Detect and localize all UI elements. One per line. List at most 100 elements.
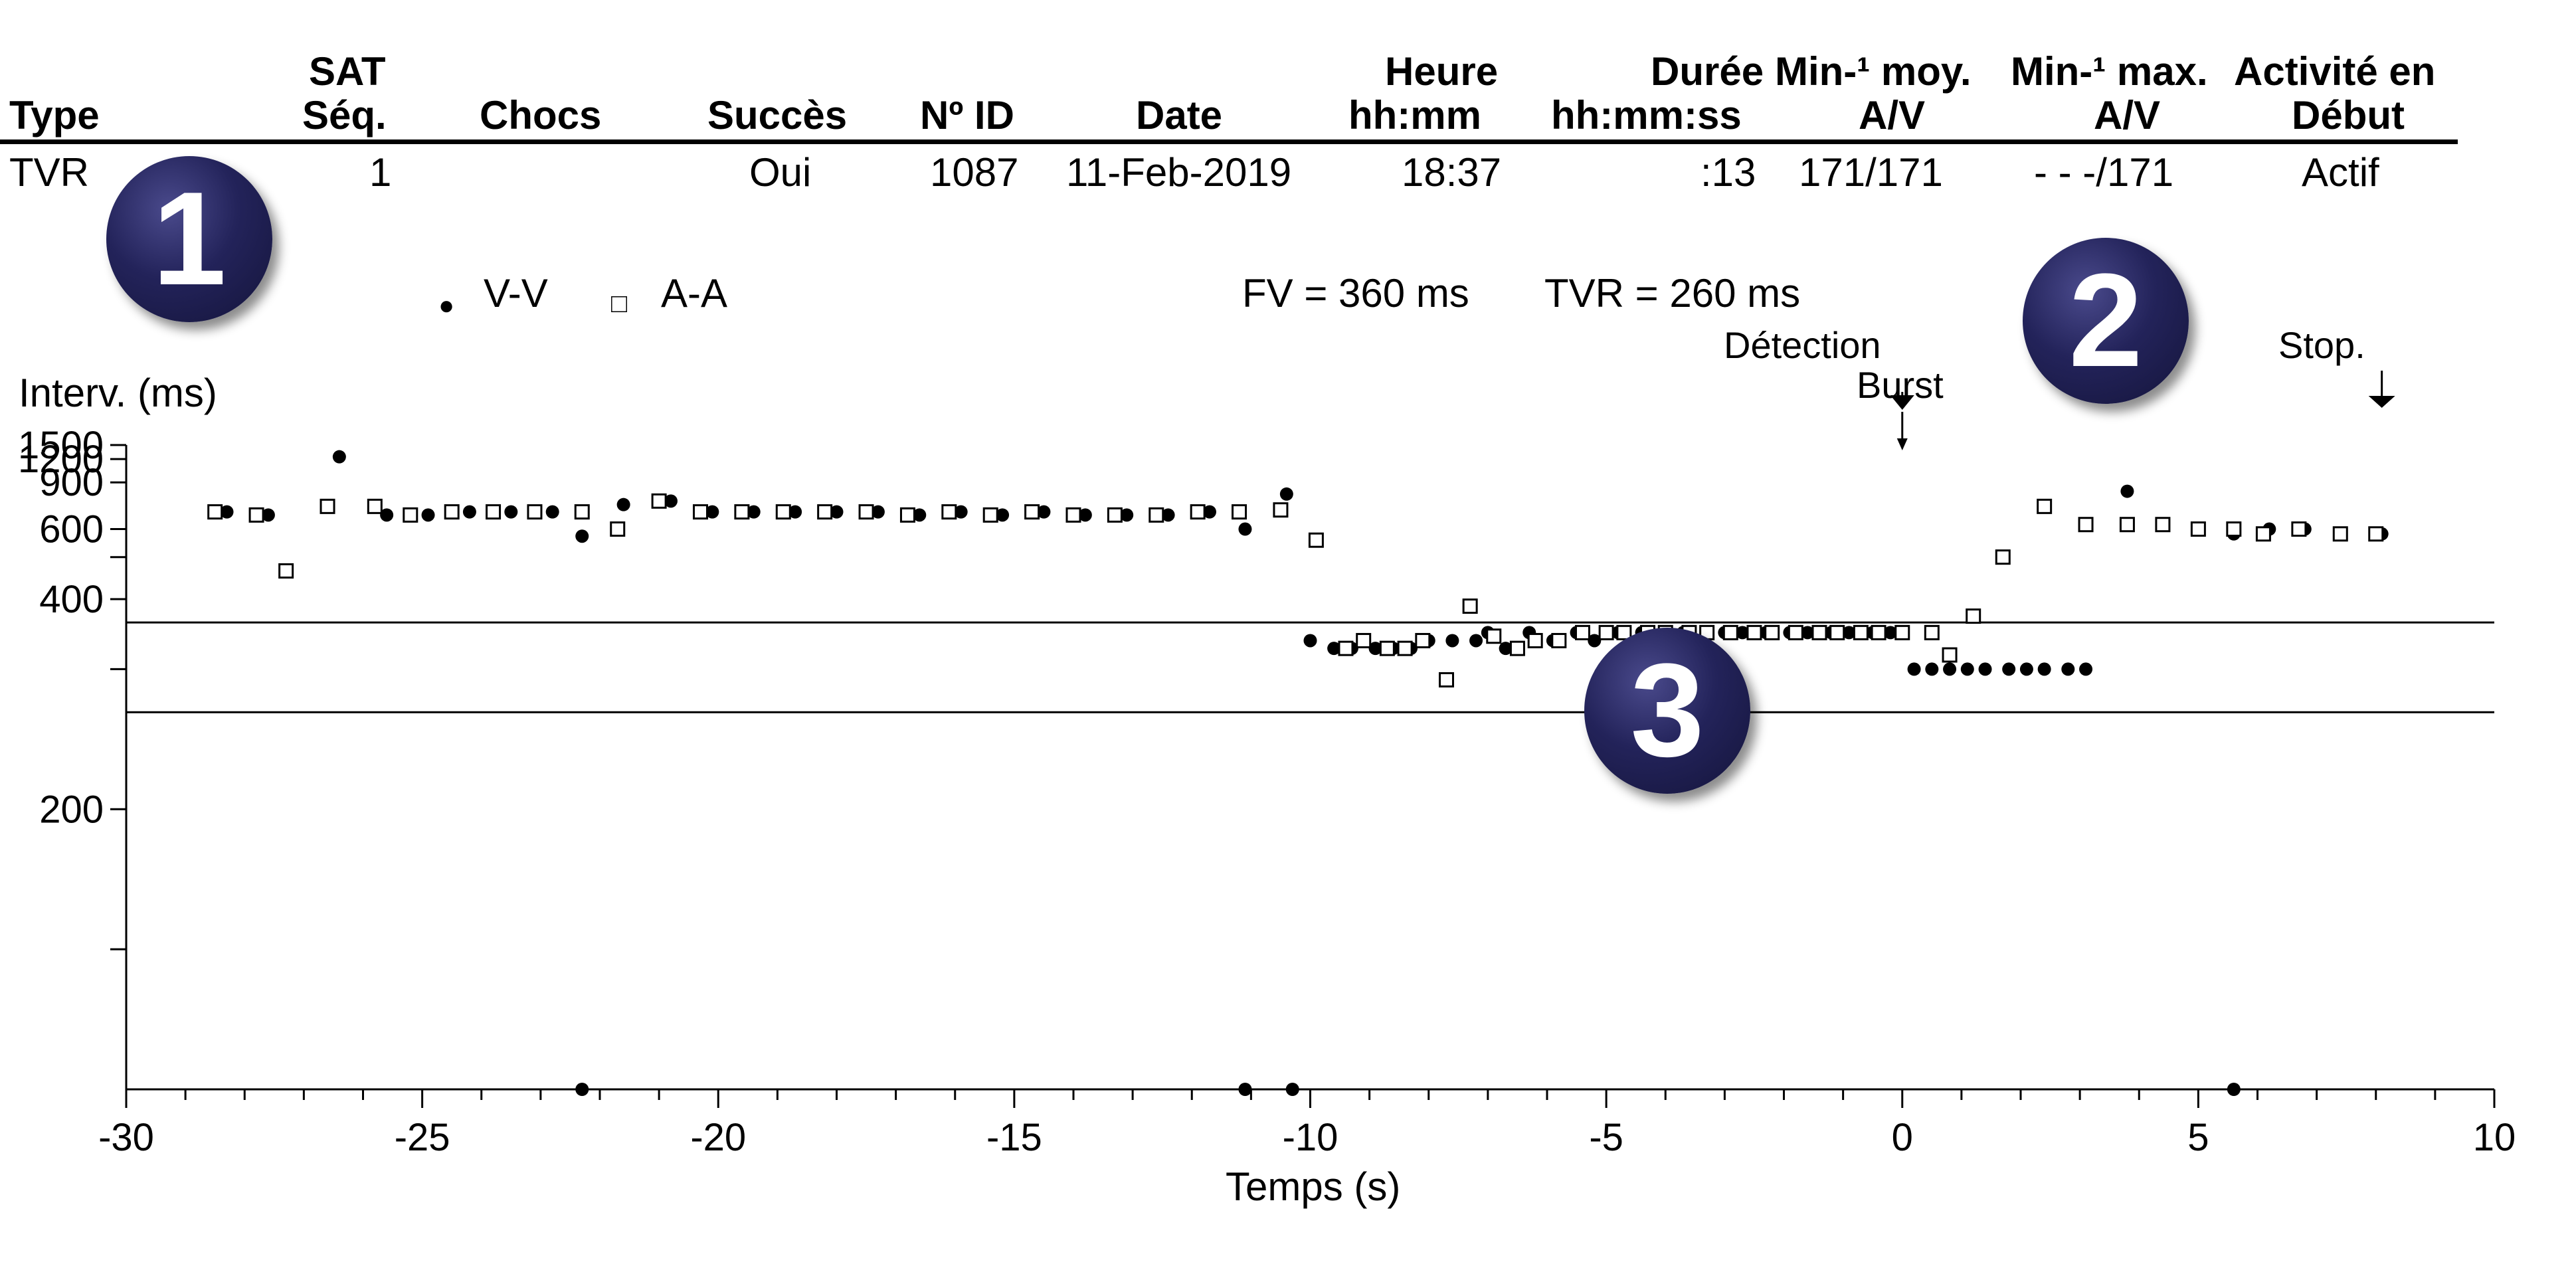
x-tick-label: -5 — [1589, 1116, 1623, 1159]
aa-point — [278, 563, 294, 579]
y-tick-label: 200 — [39, 788, 104, 831]
x-tick-label: -10 — [1283, 1116, 1338, 1159]
cell-type: TVR — [9, 150, 89, 195]
vv-point — [1161, 508, 1175, 522]
aa-point — [1438, 672, 1454, 687]
aa-point — [1190, 504, 1206, 520]
aa-point — [1462, 598, 1478, 614]
aa-point — [248, 507, 264, 523]
legend-vv-marker: ● — [438, 291, 455, 320]
aa-point — [1551, 632, 1567, 648]
aa-point — [610, 521, 626, 537]
vv-point — [705, 505, 719, 519]
x-axis-label: Temps (s) — [1226, 1164, 1401, 1209]
aa-point — [775, 504, 791, 520]
vv-point — [1499, 642, 1513, 656]
vv-point — [1943, 662, 1957, 676]
x-tick-label: -25 — [395, 1116, 450, 1159]
vv-point — [996, 508, 1010, 522]
aa-point — [1764, 624, 1780, 640]
cell-heure: 18:37 — [1402, 150, 1502, 195]
aa-point — [320, 498, 335, 514]
header-chocs: Chocs — [480, 93, 602, 137]
vv-point — [1445, 634, 1459, 648]
aa-point — [1722, 624, 1738, 640]
vv-point — [2079, 662, 2093, 676]
vv-point — [220, 505, 234, 519]
badge-1: 1 — [106, 156, 272, 322]
aa-point — [2037, 498, 2053, 514]
aa-point — [1995, 549, 2011, 565]
detection-arrow-head — [1890, 395, 1914, 410]
badge-3: 3 — [1584, 628, 1750, 794]
header-date: Date — [1136, 93, 1223, 137]
aa-point — [367, 498, 383, 514]
vv-point — [664, 494, 678, 508]
y-tick-label: 900 — [39, 461, 104, 504]
header-rule — [0, 139, 2458, 144]
aa-point — [1924, 624, 1940, 640]
cell-id: 1087 — [930, 150, 1019, 195]
header-heure-line2: hh:mm — [1348, 93, 1481, 137]
vv-point — [2037, 662, 2051, 676]
aa-point — [486, 504, 502, 520]
header-activite-line1: Activité en — [2234, 49, 2436, 94]
aa-point — [2190, 521, 2206, 537]
aa-point — [207, 504, 223, 520]
aa-point — [1024, 504, 1040, 520]
aa-point — [2368, 526, 2384, 542]
aa-point — [574, 504, 590, 520]
vv-point — [1078, 508, 1092, 522]
aa-point — [2078, 517, 2094, 533]
cell-succes: Oui — [749, 150, 812, 195]
header-succes: Succès — [707, 93, 848, 137]
aa-point — [734, 504, 750, 520]
aa-point — [2119, 517, 2135, 533]
offscale-point — [1285, 1083, 1299, 1096]
y-axis-label: Interv. (ms) — [19, 371, 217, 415]
vv-point — [954, 505, 968, 519]
vv-point — [2019, 662, 2033, 676]
tvr-zone-label: TVR = 260 ms — [1544, 271, 1801, 316]
vv-point — [1883, 626, 1897, 640]
y-tick-label: 400 — [39, 578, 104, 621]
x-tick-label: -15 — [986, 1116, 1042, 1159]
burst-label: Burst — [1857, 364, 1944, 406]
aa-point — [1149, 507, 1164, 523]
vv-point — [1469, 634, 1483, 648]
aa-point — [1273, 502, 1289, 518]
aa-point — [817, 504, 833, 520]
aa-point — [1356, 632, 1372, 648]
aa-point — [1811, 624, 1827, 640]
vv-point — [1202, 505, 1216, 519]
header-sat-seq-line2: Séq. — [302, 93, 387, 137]
vv-point — [2120, 484, 2134, 498]
aa-point — [1065, 507, 1081, 523]
stop-arrow-head — [2368, 396, 2395, 408]
vv-point — [1736, 626, 1750, 640]
vv-point — [1907, 662, 1921, 676]
stop-label: Stop. — [2278, 324, 2365, 366]
aa-point — [1308, 532, 1324, 548]
cell-activite: Actif — [2302, 150, 2379, 195]
aa-point — [1894, 624, 1910, 640]
vv-point — [1327, 642, 1341, 656]
vv-point — [1120, 508, 1134, 522]
y-tick-label: 1200 — [18, 438, 104, 481]
aa-point — [1853, 624, 1869, 640]
aa-point — [2226, 521, 2242, 537]
aa-point — [982, 507, 998, 523]
aa-point — [527, 504, 543, 520]
vv-point — [462, 505, 476, 519]
y-tick-label: 600 — [39, 508, 104, 551]
header-min-moy-line2: A/V — [1859, 93, 1926, 137]
header-id: Nº ID — [920, 93, 1014, 137]
aa-point — [1107, 507, 1123, 523]
aa-point — [941, 504, 957, 520]
y-tick-label: 1500 — [18, 424, 104, 467]
aa-point — [1788, 624, 1803, 640]
header-sat-seq-line1: SAT — [309, 49, 386, 94]
vv-point — [1960, 662, 1974, 676]
aa-point — [2291, 521, 2307, 537]
aa-point — [2255, 526, 2271, 542]
